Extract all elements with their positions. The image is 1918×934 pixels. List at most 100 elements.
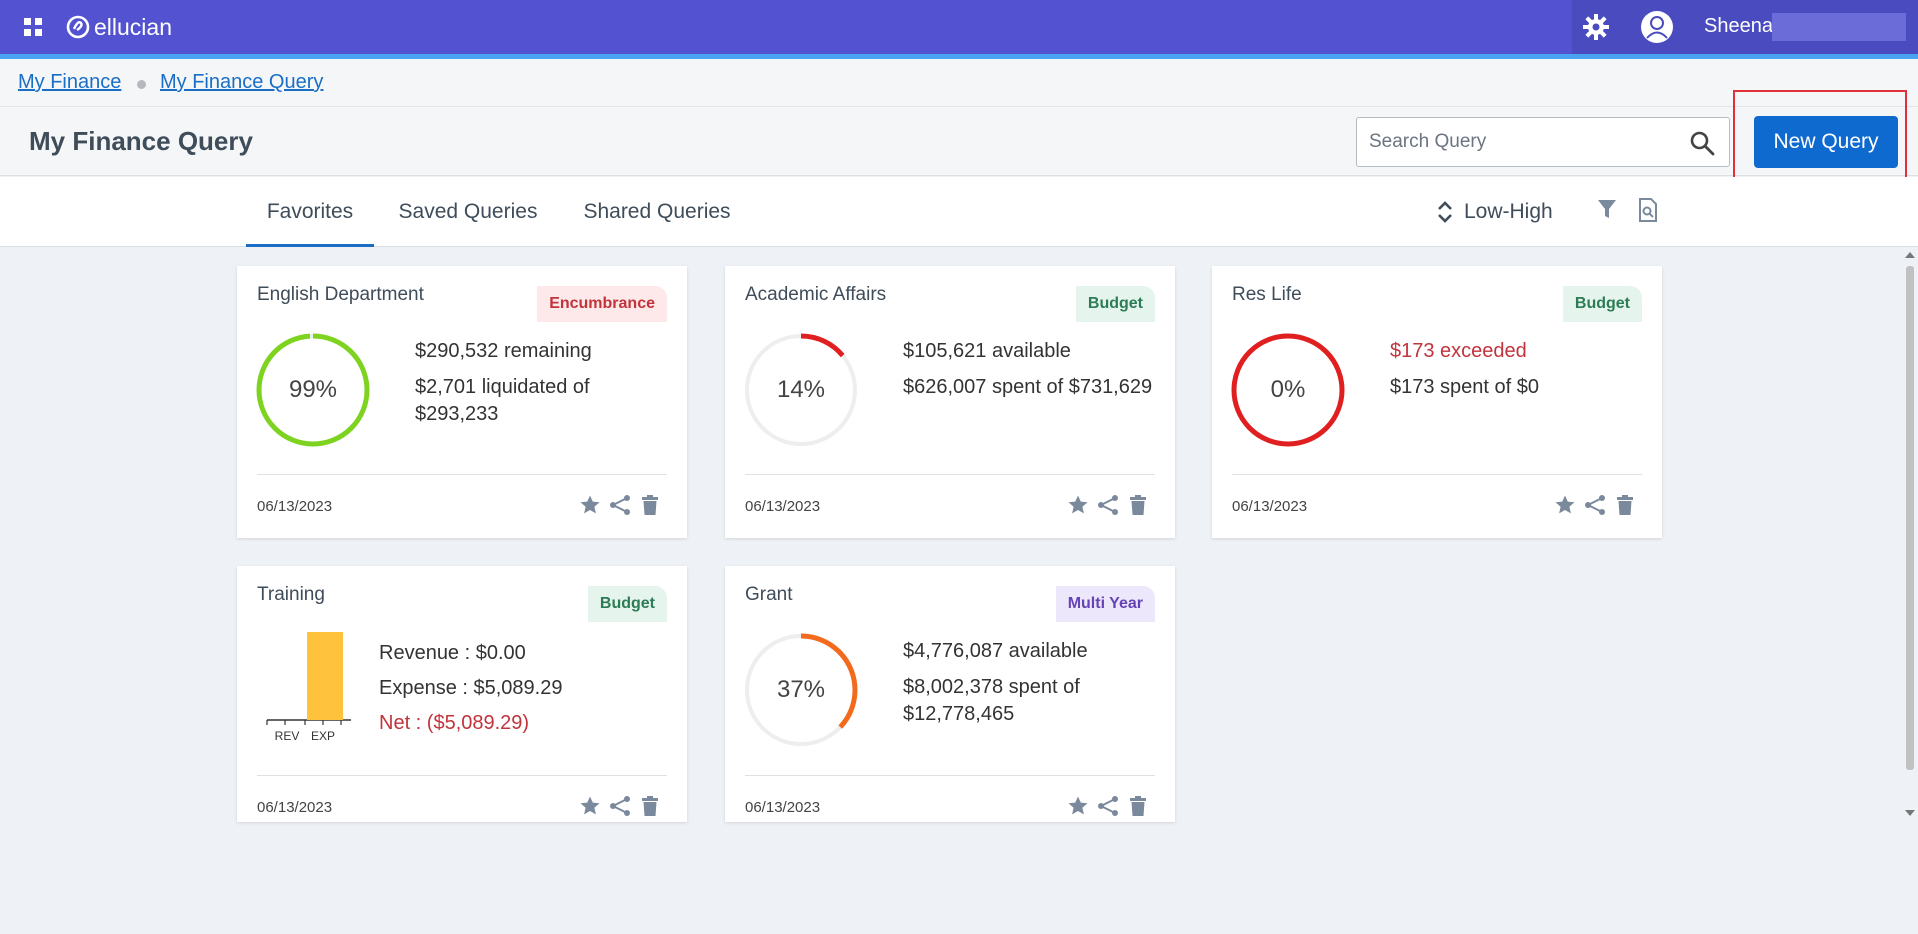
card-title: Training: [257, 584, 325, 605]
query-card-res-life[interactable]: Res Life Budget 0% $173 exceeded $173 sp…: [1212, 266, 1662, 538]
card-date: 06/13/2023: [745, 498, 821, 515]
delete-trash-icon[interactable]: [639, 795, 661, 817]
brand-name: ellucian: [94, 13, 172, 40]
card-date: 06/13/2023: [257, 799, 333, 816]
tabs-bar: Favorites Saved Queries Shared Queries L…: [0, 177, 1918, 247]
card-divider: [257, 474, 667, 475]
favorite-star-icon[interactable]: [1067, 494, 1089, 516]
share-icon[interactable]: [1097, 494, 1119, 516]
card-title: Academic Affairs: [745, 284, 887, 305]
revenue-value: Revenue : $0.00: [379, 642, 526, 664]
query-card-academic-affairs[interactable]: Academic Affairs Budget 14% $105,621 ava…: [725, 266, 1175, 538]
document-search-icon[interactable]: [1637, 197, 1659, 223]
user-name[interactable]: Sheena: [1704, 15, 1773, 37]
amount-detail: $2,701 liquidated of $293,233: [415, 376, 590, 425]
query-card-grant[interactable]: Grant Multi Year 37% $4,776,087 availabl…: [725, 566, 1175, 822]
card-type-badge: Budget: [587, 586, 667, 622]
sort-control[interactable]: Low-High: [1436, 197, 1553, 227]
revenue-expense-bar-chart: REV EXP: [266, 632, 351, 743]
progress-percent: 0%: [1270, 376, 1306, 403]
delete-trash-icon[interactable]: [639, 494, 661, 516]
user-avatar-icon[interactable]: [1640, 10, 1674, 44]
sort-label: Low-High: [1464, 200, 1553, 223]
breadcrumb-my-finance-query[interactable]: My Finance Query: [160, 71, 324, 93]
scroll-up-arrow-icon[interactable]: [1905, 252, 1915, 258]
scrollbar-thumb[interactable]: [1906, 266, 1914, 770]
chart-category-label: EXP: [311, 729, 335, 743]
gear-icon[interactable]: [1582, 13, 1610, 41]
favorite-star-icon[interactable]: [1554, 494, 1576, 516]
amount-available: $4,776,087 available: [903, 640, 1088, 662]
page-title: My Finance Query: [29, 126, 253, 156]
apps-grid-icon[interactable]: [22, 16, 44, 38]
delete-trash-icon[interactable]: [1127, 494, 1149, 516]
card-title: English Department: [257, 284, 424, 305]
progress-ring-arc: [744, 333, 858, 447]
card-type-badge: Multi Year: [1055, 586, 1155, 622]
card-title: Res Life: [1232, 284, 1302, 305]
progress-ring-arc: [1231, 333, 1345, 447]
filter-icon[interactable]: [1596, 197, 1618, 221]
top-bar-accent-stripe: [0, 54, 1918, 59]
amount-exceeded: $173 exceeded: [1390, 340, 1527, 362]
share-icon[interactable]: [609, 494, 631, 516]
card-date: 06/13/2023: [1232, 498, 1308, 515]
tab-favorites[interactable]: Favorites: [246, 177, 374, 247]
breadcrumb: My Finance My Finance Query: [0, 59, 1918, 107]
progress-ring-arc: [744, 633, 858, 747]
card-divider: [745, 474, 1155, 475]
card-actions: [571, 794, 661, 818]
amount-available: $105,621 available: [903, 340, 1071, 362]
progress-ring: [744, 333, 858, 447]
card-date: 06/13/2023: [745, 799, 821, 816]
breadcrumb-my-finance[interactable]: My Finance: [18, 71, 122, 93]
breadcrumb-separator-icon: [137, 80, 146, 89]
share-icon[interactable]: [609, 795, 631, 817]
progress-ring: [1231, 333, 1345, 447]
card-actions: [1059, 493, 1149, 517]
search-icon[interactable]: [1689, 130, 1715, 156]
progress-ring: [744, 633, 858, 747]
card-divider: [257, 775, 667, 776]
card-type-badge: Budget: [1562, 286, 1642, 322]
card-actions: [1546, 493, 1636, 517]
favorite-star-icon[interactable]: [579, 494, 601, 516]
amount-remaining: $290,532 remaining: [415, 340, 592, 362]
progress-percent: 99%: [288, 376, 338, 403]
amount-detail: $626,007 spent of $731,629: [903, 376, 1153, 398]
card-type-badge: Encumbrance: [537, 286, 667, 322]
delete-trash-icon[interactable]: [1127, 795, 1149, 817]
card-type-badge: Budget: [1075, 286, 1155, 322]
share-icon[interactable]: [1097, 795, 1119, 817]
amount-detail: $8,002,378 spent of $12,778,465: [903, 676, 1080, 725]
card-title: Grant: [745, 584, 793, 605]
redacted-user-surname: [1772, 13, 1906, 41]
card-actions: [571, 493, 661, 517]
progress-ring-arc: [256, 333, 370, 447]
chart-category-label: REV: [275, 729, 300, 743]
card-divider: [1232, 474, 1642, 475]
delete-trash-icon[interactable]: [1614, 494, 1636, 516]
share-icon[interactable]: [1584, 494, 1606, 516]
tab-saved-queries[interactable]: Saved Queries: [398, 200, 538, 223]
ellucian-logo-mark-icon: [66, 15, 90, 39]
progress-ring: [256, 333, 370, 447]
new-query-button[interactable]: New Query: [1754, 116, 1898, 168]
ellucian-logo[interactable]: ellucian: [66, 12, 172, 42]
query-card-training[interactable]: Training Budget REV EXP Revenue : $0.00 E…: [237, 566, 687, 822]
card-date: 06/13/2023: [257, 498, 333, 515]
chart-bar-exp: [307, 632, 343, 720]
page-header: My Finance Query New Query: [0, 107, 1918, 176]
progress-percent: 37%: [776, 676, 826, 703]
search-query-input[interactable]: [1369, 118, 1669, 166]
progress-percent: 14%: [776, 376, 826, 403]
tab-shared-queries[interactable]: Shared Queries: [583, 200, 731, 223]
scroll-down-arrow-icon[interactable]: [1905, 810, 1915, 816]
favorite-star-icon[interactable]: [1067, 795, 1089, 817]
query-card-english-department[interactable]: English Department Encumbrance 99% $290,…: [237, 266, 687, 538]
card-divider: [745, 775, 1155, 776]
net-value: Net : ($5,089.29): [379, 712, 530, 734]
card-actions: [1059, 794, 1149, 818]
amount-detail: $173 spent of $0: [1390, 376, 1540, 398]
favorite-star-icon[interactable]: [579, 795, 601, 817]
